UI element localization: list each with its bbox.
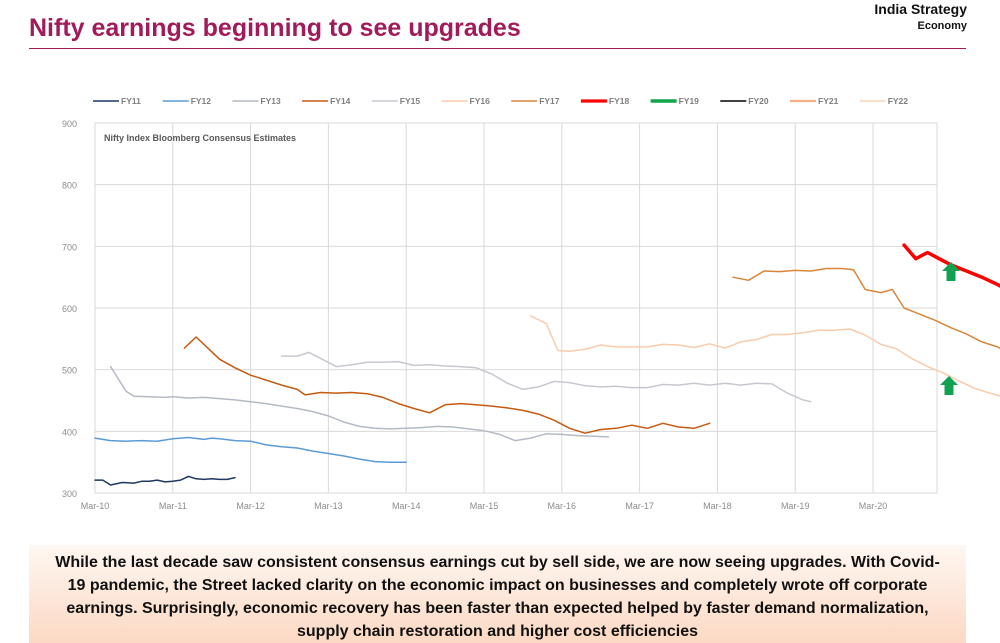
x-tick-label: Mar-14	[392, 501, 421, 511]
series-line-fy13	[109, 365, 610, 442]
x-tick-label: Mar-20	[859, 501, 888, 511]
series-line-fy18	[902, 243, 1000, 288]
legend-label: FY11	[121, 96, 141, 106]
series-line-fy15	[280, 351, 812, 403]
annotations: Nifty Index Bloomberg Consensus Estimate…	[104, 133, 960, 395]
y-tick-label: 300	[62, 489, 77, 499]
legend-label: FY13	[260, 96, 281, 106]
x-tick-label: Mar-19	[781, 501, 810, 511]
y-tick-label: 600	[62, 304, 77, 314]
legend-label: FY17	[539, 96, 560, 106]
series-line-fy17	[732, 267, 1000, 350]
legend-label: FY18	[609, 96, 630, 106]
summary-text: While the last decade saw consistent con…	[55, 554, 940, 640]
x-tick-label: Mar-12	[236, 501, 265, 511]
x-tick-label: Mar-11	[159, 501, 187, 511]
legend-label: FY20	[748, 96, 769, 106]
legend-label: FY14	[330, 96, 351, 106]
up-arrow-icon	[940, 376, 958, 395]
page-title: Nifty earnings beginning to see upgrades	[29, 14, 521, 42]
legend-label: FY16	[470, 96, 491, 106]
x-tick-label: Mar-17	[625, 501, 654, 511]
series-line-fy16	[529, 315, 1000, 397]
x-tick-label: Mar-15	[470, 501, 499, 511]
x-tick-label: Mar-16	[548, 501, 577, 511]
x-tick-label: Mar-10	[81, 501, 110, 511]
series-line-fy11	[94, 475, 236, 486]
legend-label: FY15	[400, 96, 421, 106]
axes: 300 400 500 600 700 800 900 Mar-10 Mar-11 Mar-12 M…	[62, 119, 887, 511]
title-underline	[29, 48, 966, 49]
chart-annotation: Nifty Index Bloomberg Consensus Estimate…	[104, 133, 296, 143]
series-line-fy14	[183, 336, 711, 434]
legend-label: FY22	[888, 96, 909, 106]
y-tick-label: 400	[62, 427, 77, 437]
grid	[94, 122, 938, 494]
y-tick-label: 900	[62, 119, 77, 129]
x-tick-label: Mar-13	[314, 501, 343, 511]
legend-label: FY19	[679, 96, 700, 106]
series-lines	[94, 243, 1000, 486]
summary-banner: While the last decade saw consistent con…	[29, 545, 966, 643]
series-line-fy12	[94, 436, 407, 463]
legend-label: FY21	[818, 96, 839, 106]
y-tick-label: 800	[62, 181, 77, 191]
legend: FY11 FY12 FY13 FY14 FY15 FY16 FY17 FY18 FY19 FY20…	[93, 96, 908, 106]
up-arrow-icon	[942, 262, 960, 281]
earnings-chart: 300 400 500 600 700 800 900 Mar-10 Mar-11 Mar-12 M…	[62, 96, 1000, 511]
y-tick-label: 700	[62, 242, 77, 252]
x-tick-label: Mar-18	[703, 501, 732, 511]
y-tick-label: 500	[62, 366, 77, 376]
report-subtag: Economy	[917, 20, 967, 32]
report-tag: India Strategy	[874, 1, 967, 17]
legend-label: FY12	[191, 96, 212, 106]
